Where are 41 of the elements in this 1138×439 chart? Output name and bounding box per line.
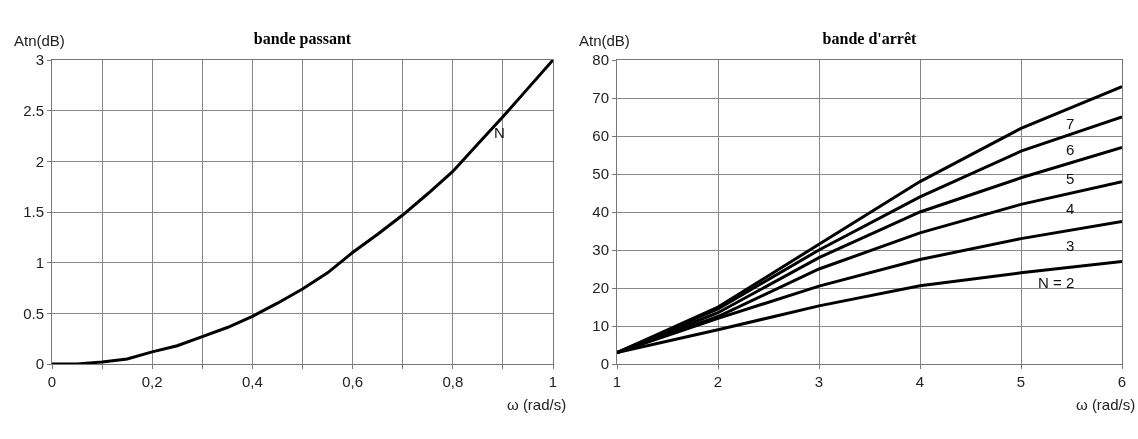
- y-tick-label: 70: [592, 89, 609, 107]
- chart-title: bande passant: [253, 29, 352, 48]
- y-axis-title: Atn(dB): [14, 32, 65, 49]
- x-tick-label: 6: [1117, 373, 1127, 390]
- y-tick-label: 60: [592, 127, 609, 145]
- y-tick-label: 3: [35, 51, 44, 69]
- series-label: 6: [1066, 141, 1075, 158]
- y-tick-label: 50: [592, 165, 609, 183]
- x-tick-label: 4: [915, 373, 925, 390]
- x-tick-label: 1: [612, 373, 622, 390]
- series-label: 3: [1066, 237, 1075, 254]
- y-axis-title: Atn(dB): [579, 32, 630, 49]
- y-tick-label: 30: [592, 241, 609, 259]
- x-tick-label: 0,8: [442, 373, 464, 390]
- y-tick-label: 2: [35, 152, 44, 170]
- y-tick-label: 0: [600, 355, 609, 373]
- y-tick-label: 20: [592, 279, 609, 297]
- x-axis-title: ω (rad/s): [1076, 396, 1136, 413]
- x-tick-label: 0,2: [141, 373, 163, 390]
- x-tick-label: 0: [47, 373, 57, 390]
- series-label: 5: [1066, 170, 1075, 187]
- y-tick-label: 0.5: [23, 304, 44, 322]
- y-tick-label: 1: [35, 253, 44, 271]
- x-axis-title: ω (rad/s): [507, 396, 567, 413]
- y-tick-label: 1.5: [23, 203, 44, 221]
- series-label: N: [494, 124, 505, 141]
- x-tick-label: 2: [713, 373, 723, 390]
- x-tick-label: 5: [1016, 373, 1026, 390]
- x-tick-label: 1: [548, 373, 558, 390]
- y-tick-label: 2.5: [23, 101, 44, 119]
- x-tick-label: 0,6: [342, 373, 364, 390]
- chart-title: bande d'arrêt: [822, 29, 918, 47]
- y-tick-label: 40: [592, 203, 609, 221]
- series-label: N = 2: [1038, 274, 1075, 291]
- y-tick-label: 10: [592, 317, 609, 335]
- series-label: 4: [1066, 200, 1075, 217]
- y-tick-label: 80: [592, 51, 609, 69]
- series-label: 7: [1066, 115, 1075, 132]
- x-tick-label: 3: [814, 373, 824, 390]
- y-tick-label: 0: [35, 355, 44, 373]
- x-tick-label: 0,4: [241, 373, 263, 390]
